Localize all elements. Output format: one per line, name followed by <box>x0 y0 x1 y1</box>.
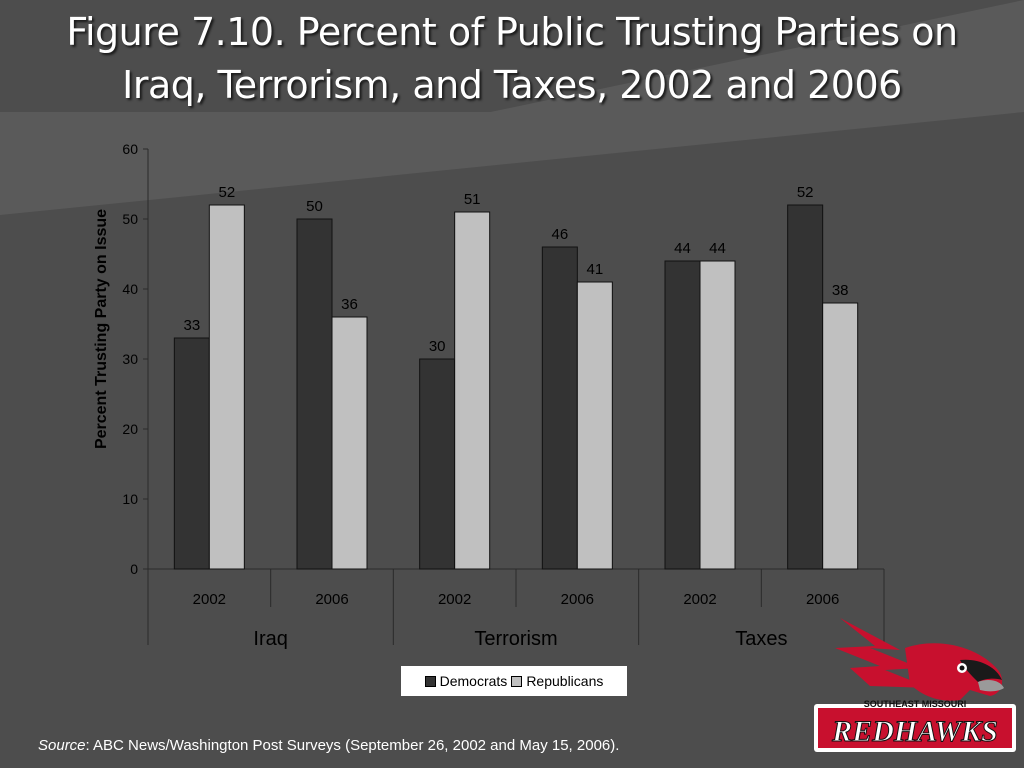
legend-swatch <box>424 675 436 687</box>
x-category-label: 2002 <box>683 591 716 608</box>
y-tick-label: 10 <box>122 491 138 507</box>
x-group-label: Iraq <box>253 628 287 650</box>
logo-top-text: SOUTHEAST MISSOURI <box>864 699 967 709</box>
source-text: : ABC News/Washington Post Surveys (Sept… <box>85 737 620 754</box>
x-group-label: Taxes <box>735 628 787 650</box>
y-tick-label: 30 <box>122 351 138 367</box>
data-label-democrats: 30 <box>429 338 446 355</box>
legend-swatch <box>511 675 523 687</box>
data-label-republicans: 52 <box>218 184 235 201</box>
title-line-1: Figure 7.10. Percent of Public Trusting … <box>66 10 958 54</box>
data-label-republicans: 36 <box>341 296 358 313</box>
bar-republicans <box>331 316 368 570</box>
legend-item-democrats: Democrats <box>424 673 508 689</box>
data-label-democrats: 52 <box>797 184 814 201</box>
x-category-label: 2006 <box>315 591 348 608</box>
source-note: Source: ABC News/Washington Post Surveys… <box>38 737 619 754</box>
chart-legend: Democrats Republicans <box>401 666 627 696</box>
y-tick-label: 20 <box>122 421 138 437</box>
slide-title: Figure 7.10. Percent of Public Trusting … <box>0 6 1024 112</box>
y-tick-label: 60 <box>122 141 138 157</box>
bar-republicans <box>454 211 491 570</box>
logo-main-text: REDHAWKS <box>831 715 998 748</box>
x-category-label: 2006 <box>561 591 594 608</box>
bar-democrats <box>173 337 210 570</box>
redhawks-logo: SOUTHEAST MISSOURI REDHAWKS <box>814 618 1016 752</box>
data-label-republicans: 41 <box>586 261 603 278</box>
y-tick-label: 50 <box>122 211 138 227</box>
data-label-republicans: 38 <box>832 282 849 299</box>
bar-democrats <box>296 218 333 570</box>
bar-democrats <box>419 358 456 570</box>
data-label-democrats: 46 <box>551 226 568 243</box>
source-label: Source <box>38 737 86 754</box>
data-label-democrats: 33 <box>183 317 200 334</box>
bar-republicans <box>576 281 613 570</box>
y-axis-label: Percent Trusting Party on Issue <box>93 209 110 449</box>
legend-item-republicans: Republicans <box>511 673 603 689</box>
y-tick-label: 0 <box>130 561 138 577</box>
legend-label: Republicans <box>526 673 604 689</box>
x-category-label: 2006 <box>806 591 839 608</box>
x-group-label: Terrorism <box>474 628 557 650</box>
x-category-label: 2002 <box>438 591 471 608</box>
data-label-republicans: 44 <box>709 240 726 257</box>
bar-republicans <box>822 302 859 570</box>
bar-democrats <box>787 204 824 570</box>
data-label-republicans: 51 <box>464 191 481 208</box>
legend-label: Democrats <box>439 673 508 689</box>
bar-democrats <box>664 260 701 570</box>
data-label-democrats: 50 <box>306 198 323 215</box>
title-line-2: Iraq, Terrorism, and Taxes, 2002 and 200… <box>122 63 902 107</box>
x-category-label: 2002 <box>193 591 226 608</box>
data-label-democrats: 44 <box>674 240 691 257</box>
bar-republicans <box>208 204 245 570</box>
bar-democrats <box>541 246 578 570</box>
bar-republicans <box>699 260 736 570</box>
y-tick-label: 40 <box>122 281 138 297</box>
